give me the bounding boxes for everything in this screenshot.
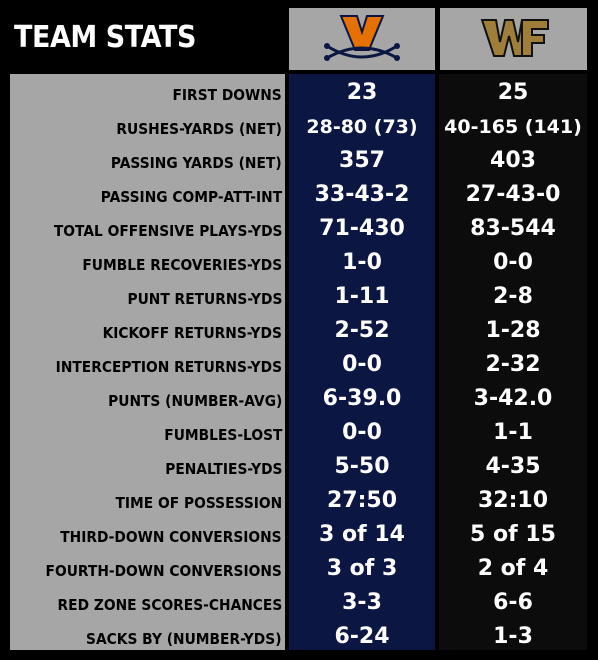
stat-label: SACKS BY (NUMBER-YDS) (86, 630, 282, 648)
stat-label: PASSING COMP-ATT-INT (100, 188, 282, 206)
virginia-stat-value: 23 (346, 80, 378, 105)
virginia-stat-value: 3 of 14 (319, 522, 405, 547)
stat-row: PUNTS (NUMBER-AVG) 6-39.0 3-42.0 (0, 384, 598, 418)
wake-forest-stat-value: 0-0 (493, 250, 533, 275)
virginia-v-sabres-icon (324, 15, 400, 61)
virginia-stat-value: 27:50 (326, 488, 398, 513)
virginia-stat-value: 3 of 3 (326, 556, 398, 581)
wake-forest-stat-value: 2-32 (485, 352, 541, 377)
stat-row: FUMBLES-LOST 0-0 1-1 (0, 418, 598, 452)
stat-label: FIRST DOWNS (172, 86, 282, 104)
virginia-stat-value: 1-0 (342, 250, 382, 275)
wake-forest-stat-value: 32:10 (477, 488, 549, 513)
stat-row: FOURTH-DOWN CONVERSIONS 3 of 3 2 of 4 (0, 554, 598, 588)
wake-forest-stat-value: 1-3 (493, 624, 533, 649)
stat-row: TIME OF POSSESSION 27:50 32:10 (0, 486, 598, 520)
stat-labels-column (10, 74, 285, 650)
virginia-stat-value: 6-39.0 (322, 386, 402, 411)
wake-forest-stat-value: 2 of 4 (477, 556, 549, 581)
stat-row: PASSING YARDS (NET) 357 403 (0, 146, 598, 180)
virginia-stat-value: 0-0 (342, 352, 382, 377)
stat-label: RED ZONE SCORES-CHANCES (57, 596, 282, 614)
wake-forest-stat-value: 403 (490, 148, 536, 173)
virginia-stat-value: 3-3 (342, 590, 382, 615)
stat-label: PENALTIES-YDS (164, 460, 282, 478)
virginia-stat-value: 6-24 (334, 624, 390, 649)
virginia-logo-panel (289, 8, 435, 70)
stat-row: TOTAL OFFENSIVE PLAYS-YDS 71-430 83-544 (0, 214, 598, 248)
virginia-stat-value: 1-11 (334, 284, 390, 309)
wake-forest-stat-value: 25 (497, 80, 529, 105)
stat-label: RUSHES-YARDS (NET) (116, 120, 282, 138)
virginia-stat-value: 28-80 (73) (306, 116, 418, 138)
stat-row: PASSING COMP-ATT-INT 33-43-2 27-43-0 (0, 180, 598, 214)
stat-label: INTERCEPTION RETURNS-YDS (55, 358, 282, 376)
stat-label: FOURTH-DOWN CONVERSIONS (45, 562, 282, 580)
stat-row: INTERCEPTION RETURNS-YDS 0-0 2-32 (0, 350, 598, 384)
stat-row: THIRD-DOWN CONVERSIONS 3 of 14 5 of 15 (0, 520, 598, 554)
stat-row: PUNT RETURNS-YDS 1-11 2-8 (0, 282, 598, 316)
stat-row: FIRST DOWNS 23 25 (0, 78, 598, 112)
wake-forest-stat-value: 2-8 (493, 284, 533, 309)
wake-forest-stat-value: 83-544 (470, 216, 556, 241)
stat-row: PENALTIES-YDS 5-50 4-35 (0, 452, 598, 486)
wake-forest-stats-column (439, 74, 587, 650)
wake-forest-stat-value: 27-43-0 (465, 182, 561, 207)
stat-label: PUNT RETURNS-YDS (127, 290, 282, 308)
stat-label: PUNTS (NUMBER-AVG) (107, 392, 282, 410)
virginia-stats-column (289, 74, 435, 650)
virginia-stat-value: 33-43-2 (314, 182, 410, 207)
virginia-stat-value: 71-430 (319, 216, 405, 241)
stat-label: THIRD-DOWN CONVERSIONS (60, 528, 282, 546)
wake-forest-logo-panel (440, 8, 587, 70)
stat-label: KICKOFF RETURNS-YDS (102, 324, 282, 342)
stat-row: RUSHES-YARDS (NET) 28-80 (73) 40-165 (141) (0, 112, 598, 146)
wake-forest-stat-value: 40-165 (141) (444, 116, 582, 138)
virginia-stat-value: 0-0 (342, 420, 382, 445)
stat-row: KICKOFF RETURNS-YDS 2-52 1-28 (0, 316, 598, 350)
wake-forest-stat-value: 4-35 (485, 454, 541, 479)
wake-forest-stat-value: 1-1 (493, 420, 533, 445)
page-title: TEAM STATS (14, 20, 196, 55)
stat-label: FUMBLES-LOST (163, 426, 282, 444)
stat-row: FUMBLE RECOVERIES-YDS 1-0 0-0 (0, 248, 598, 282)
wake-forest-stat-value: 3-42.0 (473, 386, 553, 411)
wake-forest-wf-icon (480, 19, 549, 57)
wake-forest-stat-value: 6-6 (493, 590, 533, 615)
virginia-stat-value: 2-52 (334, 318, 390, 343)
virginia-stat-value: 357 (339, 148, 385, 173)
stat-label: TIME OF POSSESSION (115, 494, 282, 512)
virginia-stat-value: 5-50 (334, 454, 390, 479)
stat-label: TOTAL OFFENSIVE PLAYS-YDS (53, 222, 282, 240)
stats-table: FIRST DOWNS 23 25 RUSHES-YARDS (NET) 28-80 (… (0, 78, 598, 656)
stat-label: PASSING YARDS (NET) (111, 154, 282, 172)
stat-row: SACKS BY (NUMBER-YDS) 6-24 1-3 (0, 622, 598, 656)
wake-forest-stat-value: 1-28 (485, 318, 541, 343)
stat-label: FUMBLE RECOVERIES-YDS (82, 256, 282, 274)
stat-row: RED ZONE SCORES-CHANCES 3-3 6-6 (0, 588, 598, 622)
wake-forest-stat-value: 5 of 15 (470, 522, 556, 547)
